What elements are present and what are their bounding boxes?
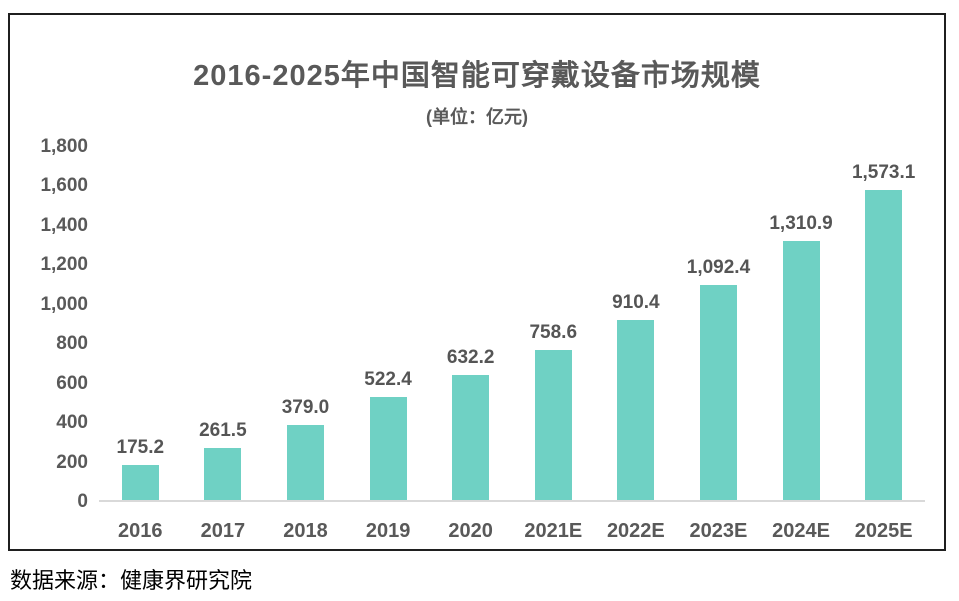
y-tick-label: 1,200	[40, 254, 88, 276]
bar	[782, 241, 820, 500]
bar-slot: 379.0	[264, 147, 347, 500]
bar-slot: 1,092.4	[677, 147, 760, 500]
bar	[286, 425, 324, 500]
bar-value-label: 522.4	[364, 368, 412, 390]
x-axis: 2016 2017 2018 2019 2020 2021E 2022E 2023E 2024E…	[99, 520, 925, 542]
bar	[121, 465, 159, 500]
chart-frame: 2016-2025年中国智能可穿戴设备市场规模 (单位：亿元) 0 200 400 6…	[8, 13, 946, 551]
x-axis-label: 2019	[365, 520, 411, 542]
y-tick-label: 1,800	[40, 136, 88, 157]
bar-value-label: 1,573.1	[851, 161, 916, 183]
bar-value-label: 379.0	[281, 397, 330, 419]
y-tick-label: 400	[56, 412, 88, 434]
x-axis-label: 2016	[118, 520, 163, 542]
bar	[452, 375, 490, 500]
bar	[204, 448, 242, 500]
x-axis-label: 2025E	[854, 520, 913, 542]
y-tick-label: 1,600	[40, 175, 88, 197]
x-axis-label: 2023E	[689, 520, 748, 542]
bar	[617, 320, 655, 500]
bar-value-label: 1,310.9	[769, 213, 833, 235]
y-tick-label: 1,400	[40, 214, 88, 236]
bar-slot: 522.4	[347, 147, 430, 500]
bar	[534, 350, 572, 500]
bar-slot: 632.2	[429, 147, 512, 500]
bar-value-label: 632.2	[446, 347, 495, 369]
plot-area: 175.2 261.5 379.0 522.4 632.2 758.6 910.4 1,092…	[99, 147, 925, 502]
x-axis-label: 2020	[448, 520, 493, 542]
x-axis-label: 2022E	[606, 520, 665, 542]
source-note: 数据来源：健康界研究院	[10, 568, 253, 593]
x-axis-label: 2024E	[772, 520, 830, 542]
bar-slot: 261.5	[182, 147, 265, 500]
y-tick-label: 600	[56, 372, 88, 394]
bar	[369, 396, 407, 500]
x-axis-label: 2017	[200, 520, 246, 542]
bar-slot: 910.4	[595, 147, 678, 500]
chart-title: 2016-2025年中国智能可穿戴设备市场规模	[193, 60, 761, 92]
bar-slot: 758.6	[512, 147, 595, 500]
bar-value-label: 261.5	[199, 420, 247, 442]
bar-slot: 175.2	[99, 147, 182, 500]
bar	[865, 189, 903, 500]
bar-value-label: 1,092.4	[686, 256, 751, 278]
y-tick-label: 200	[56, 451, 88, 473]
bar-slot: 1,573.1	[842, 147, 925, 500]
x-axis-label: 2018	[283, 520, 328, 542]
bar-value-label: 758.6	[529, 322, 578, 344]
x-axis-label: 2021E	[524, 520, 583, 542]
y-tick-label: 1,000	[40, 293, 88, 315]
y-axis: 0 200 400 600 800 1,000 1,200 1,400 1,600 1,800	[10, 136, 88, 512]
bar-value-label: 910.4	[612, 292, 660, 314]
bar-value-label: 175.2	[116, 437, 165, 459]
bar	[699, 284, 737, 500]
y-tick-label: 800	[56, 333, 88, 355]
y-tick-label: 0	[77, 491, 88, 512]
bar-slot: 1,310.9	[760, 147, 843, 500]
chart-subtitle: (单位：亿元)	[426, 107, 528, 127]
bars: 175.2 261.5 379.0 522.4 632.2 758.6 910.4 1,092…	[99, 147, 925, 500]
